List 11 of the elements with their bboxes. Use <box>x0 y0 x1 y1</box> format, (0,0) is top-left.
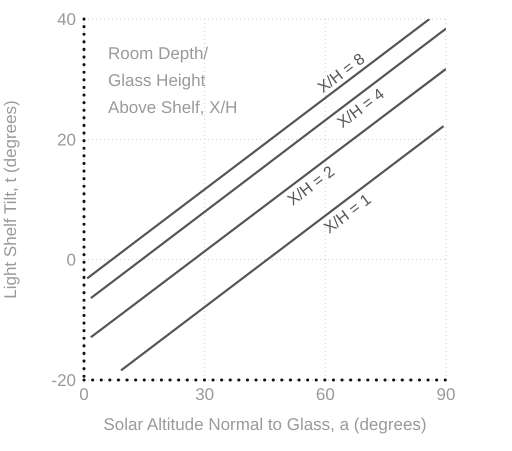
x-tick-label: 30 <box>195 385 214 404</box>
legend-title: Room Depth/ Glass Height Above Shelf, X/H <box>108 43 238 119</box>
y-tick-label: 0 <box>66 250 76 270</box>
y-tick-label: -20 <box>51 371 76 390</box>
y-axis-title: Light Shelf Tilt, t (degrees) <box>1 100 20 299</box>
x-tick-label: 90 <box>436 385 456 404</box>
y-tick-label: 40 <box>57 10 76 30</box>
x-tick-label: 60 <box>316 385 335 404</box>
x-tick-label: 0 <box>79 385 89 404</box>
x-axis-title: Solar Altitude Normal to Glass, a (degrees) <box>103 415 427 434</box>
y-tick-label: 20 <box>57 130 76 150</box>
